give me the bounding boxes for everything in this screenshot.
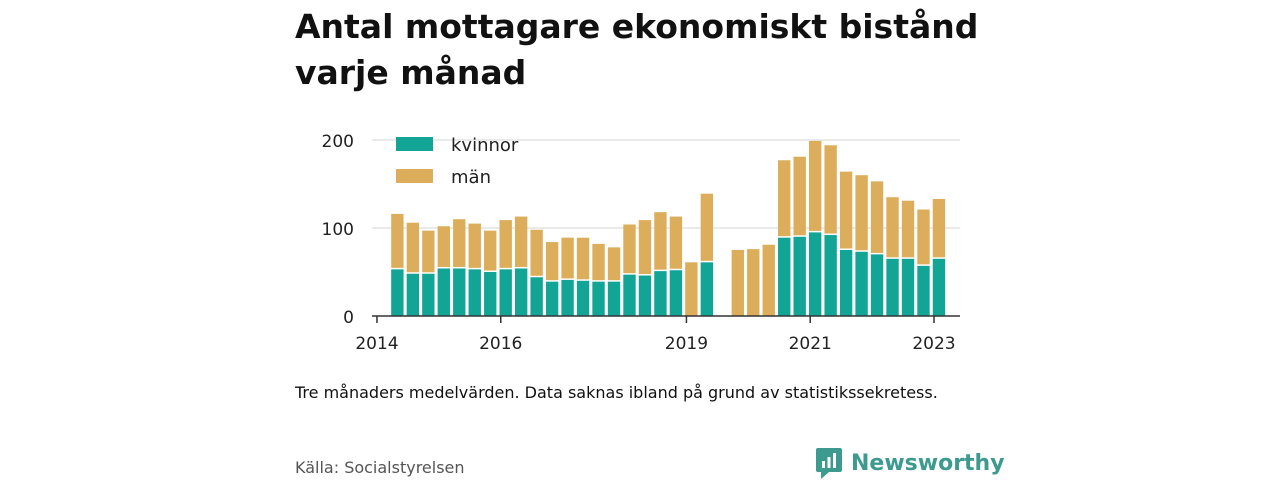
- legend-swatch: [396, 137, 433, 151]
- bar-kvinnor: [468, 269, 481, 316]
- bar-kvinnor: [855, 251, 868, 316]
- y-tick-label: 100: [322, 220, 354, 240]
- bar-man: [514, 216, 528, 267]
- bar-kvinnor: [576, 280, 590, 316]
- chart-title: Antal mottagare ekonomiskt bistånd varje…: [295, 7, 979, 92]
- bar-kvinnor: [592, 281, 605, 316]
- x-tick-label: 2021: [789, 334, 832, 354]
- bar-kvinnor: [437, 268, 450, 316]
- legend-label: kvinnor: [451, 135, 519, 156]
- bar-man: [700, 193, 714, 261]
- bar-kvinnor: [499, 269, 512, 316]
- bar-kvinnor: [607, 281, 621, 316]
- bar-kvinnor: [700, 262, 714, 316]
- bar-man: [576, 237, 590, 280]
- bar-man: [731, 250, 744, 316]
- bar-kvinnor: [917, 265, 930, 316]
- bar-man: [391, 213, 404, 268]
- bar-kvinnor: [391, 269, 404, 316]
- bar-kvinnor: [839, 250, 853, 316]
- bar-kvinnor: [824, 235, 837, 316]
- bar-man: [762, 244, 775, 316]
- source-text: Källa: Socialstyrelsen: [295, 458, 465, 477]
- bar-man: [886, 197, 899, 258]
- bar-man: [870, 181, 884, 253]
- y-tick-label: 0: [343, 308, 354, 328]
- x-tick-label: 2016: [479, 334, 522, 354]
- bar-kvinnor: [638, 275, 652, 316]
- bar-man: [824, 145, 837, 234]
- bar-man: [406, 222, 420, 273]
- bar-man: [437, 226, 450, 267]
- bar-man: [623, 224, 636, 274]
- legend-label: män: [451, 167, 491, 188]
- bar-man: [484, 230, 497, 271]
- bar-kvinnor: [870, 254, 884, 316]
- bar-kvinnor: [545, 281, 559, 316]
- bar-kvinnor: [778, 237, 791, 316]
- bar-kvinnor: [901, 258, 915, 316]
- bar-kvinnor: [514, 268, 528, 316]
- chart-note: Tre månaders medelvärden. Data saknas ib…: [295, 383, 938, 402]
- bar-man: [793, 156, 806, 236]
- bar-kvinnor: [453, 268, 466, 316]
- bar-man: [422, 230, 435, 273]
- brand-name: Newsworthy: [851, 450, 1005, 476]
- y-tick-label: 200: [322, 132, 354, 152]
- bar-man: [654, 212, 667, 270]
- bar-man: [545, 242, 559, 281]
- bar-man: [932, 198, 946, 258]
- bar-man: [468, 223, 481, 268]
- bar-man: [669, 216, 683, 269]
- bar-kvinnor: [484, 272, 497, 316]
- bar-man: [561, 237, 574, 279]
- bar-kvinnor: [932, 258, 946, 316]
- bar-kvinnor: [561, 279, 574, 316]
- bar-man: [747, 249, 760, 316]
- bar-man: [530, 229, 543, 276]
- bar-man: [917, 209, 930, 265]
- bar-man: [592, 243, 605, 281]
- x-tick-label: 2023: [912, 334, 955, 354]
- bar-man: [808, 140, 822, 231]
- bar-man: [607, 247, 621, 281]
- bar-kvinnor: [886, 258, 899, 316]
- bar-kvinnor: [530, 277, 543, 316]
- x-tick-label: 2019: [665, 334, 708, 354]
- bar-kvinnor: [623, 274, 636, 316]
- x-tick-label: 2014: [355, 334, 398, 354]
- bar-man: [685, 262, 698, 316]
- bar-kvinnor: [669, 270, 683, 316]
- bar-kvinnor: [808, 232, 822, 316]
- bar-man: [638, 220, 652, 275]
- bar-man: [855, 175, 868, 251]
- bar-man: [901, 200, 915, 258]
- bar-kvinnor: [406, 273, 420, 316]
- bar-man: [499, 220, 512, 268]
- bar-kvinnor: [793, 236, 806, 316]
- legend-swatch: [396, 169, 433, 183]
- bar-man: [839, 171, 853, 249]
- brand-logo[interactable]: Newsworthy: [815, 446, 1005, 480]
- bar-man: [453, 219, 466, 267]
- bar-man: [778, 160, 791, 237]
- newsworthy-logo-icon: [816, 448, 842, 479]
- bar-kvinnor: [422, 273, 435, 316]
- bar-kvinnor: [654, 271, 667, 316]
